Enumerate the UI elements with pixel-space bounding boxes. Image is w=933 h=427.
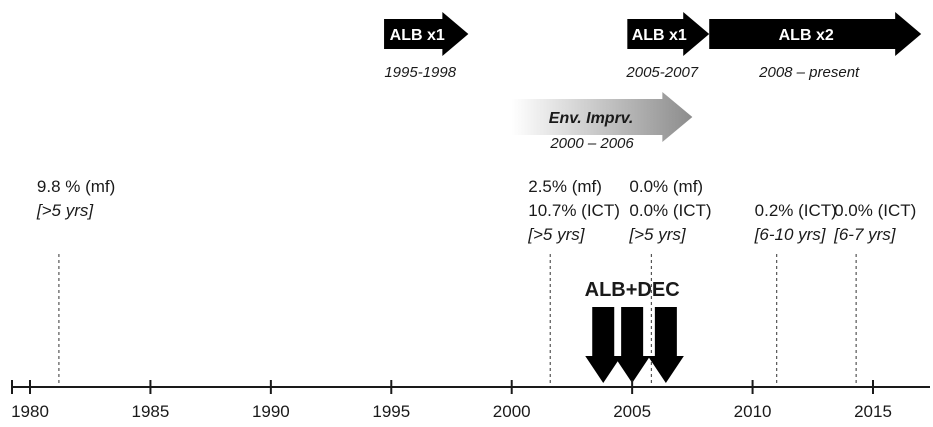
survey-value-s2001: 10.7% (ICT) — [528, 201, 620, 220]
intervention-label-alb-x1-b: ALB x1 — [632, 27, 687, 44]
intervention-label-env-imprv: Env. Imprv. — [549, 110, 633, 127]
intervention-period-env-imprv: 2000 – 2006 — [549, 135, 634, 152]
tick-label: 2010 — [734, 402, 772, 421]
survey-value-s2006: 0.0% (mf) — [629, 177, 703, 196]
survey-duration-s1981: [>5 yrs] — [36, 201, 94, 220]
tick-label: 1985 — [132, 402, 170, 421]
intervention-period-alb-x2: 2008 – present — [758, 64, 860, 81]
tick-label: 2005 — [613, 402, 651, 421]
survey-duration-s2011: [6-10 yrs] — [754, 225, 827, 244]
alb-dec-arrow — [614, 307, 651, 383]
intervention-label-alb-x2: ALB x2 — [779, 27, 834, 44]
intervention-label-alb-x1-a: ALB x1 — [390, 27, 445, 44]
intervention-arrow-env-imprv — [511, 92, 693, 142]
survey-duration-s2001: [>5 yrs] — [527, 225, 585, 244]
intervention-group: ALB x1 1995-1998 ALB x1 2005-2007 ALB x2 2008… — [384, 12, 922, 152]
intervention-arrow-alb-x2 — [709, 12, 922, 56]
intervention-arrow-alb-x1-b — [627, 12, 710, 56]
tick-label: 2015 — [854, 402, 892, 421]
tick-label: 1990 — [252, 402, 290, 421]
tick-label: 1995 — [372, 402, 410, 421]
intervention-arrow-alb-x1-a — [384, 12, 469, 56]
alb-dec-arrow — [647, 307, 684, 383]
alb-dec-group: ALB+DEC — [585, 279, 684, 383]
timeline-axis: 1980 1985 1990 1995 2000 2005 2010 2015 — [11, 380, 930, 421]
intervention-period-alb-x1-a: 1995-1998 — [384, 64, 456, 81]
survey-value-s2011: 0.2% (ICT) — [755, 201, 837, 220]
survey-value-s1981: 9.8 % (mf) — [37, 177, 115, 196]
survey-value-s2006: 0.0% (ICT) — [629, 201, 711, 220]
survey-duration-s2014: [6-7 yrs] — [833, 225, 897, 244]
tick-label: 2000 — [493, 402, 531, 421]
survey-value-s2001: 2.5% (mf) — [528, 177, 602, 196]
survey-duration-s2006: [>5 yrs] — [628, 225, 686, 244]
survey-group: 9.8 % (mf) [>5 yrs] 2.5% (mf) 10.7% (ICT) [>… — [36, 177, 916, 385]
tick-label: 1980 — [11, 402, 49, 421]
survey-value-s2014: 0.0% (ICT) — [834, 201, 916, 220]
alb-dec-label: ALB+DEC — [585, 279, 680, 301]
alb-dec-arrow — [585, 307, 622, 383]
intervention-period-alb-x1-b: 2005-2007 — [625, 64, 698, 81]
